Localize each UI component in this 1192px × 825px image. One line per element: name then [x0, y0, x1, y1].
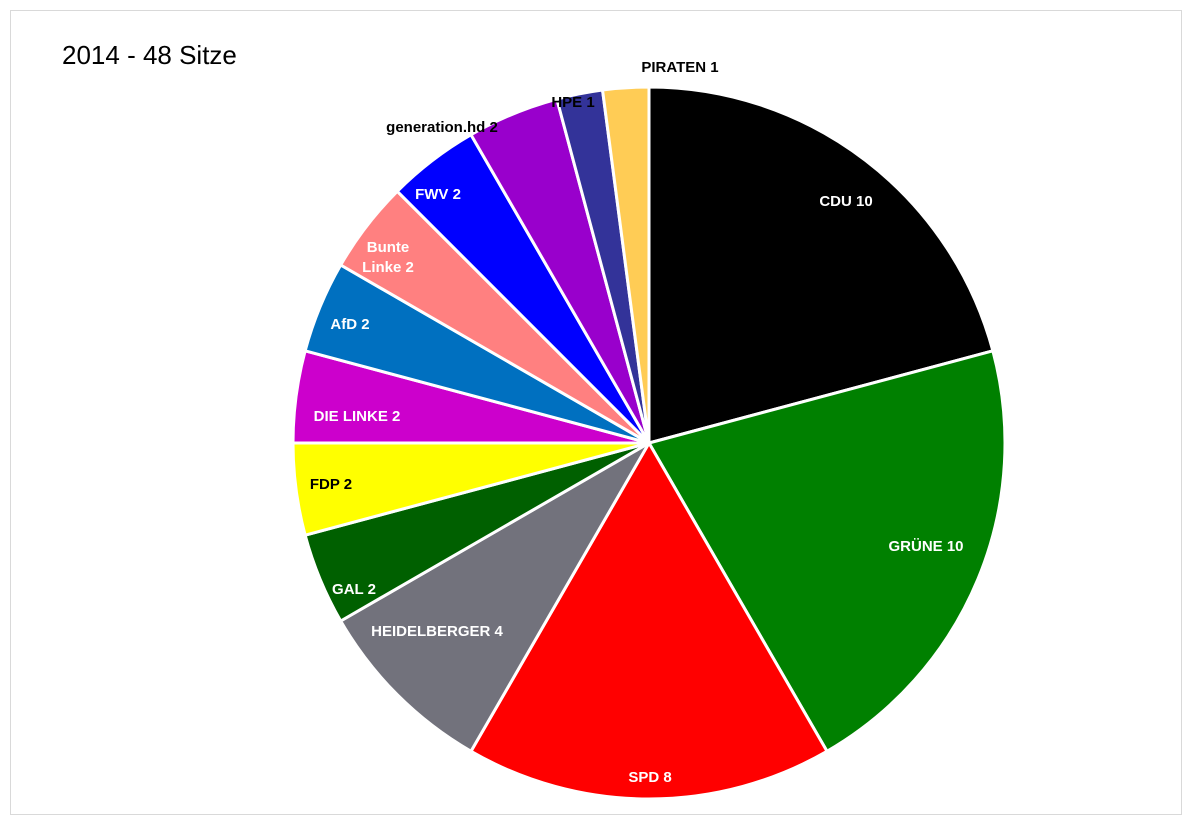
slice-label: Bunte Linke 2: [362, 239, 414, 276]
slice-label: GAL 2: [332, 581, 376, 598]
pie-slice: [339, 441, 651, 753]
slice-label: CDU 10: [819, 193, 872, 210]
slice-label: FDP 2: [310, 476, 352, 493]
pie-slice: [469, 441, 829, 801]
slice-label: AfD 2: [330, 316, 369, 333]
chart-title: 2014 - 48 Sitze: [62, 40, 237, 70]
pie-slice: [647, 349, 1007, 753]
slice-label: DIE LINKE 2: [314, 408, 401, 425]
slice-label: generation.hd 2: [386, 119, 498, 136]
slice-label: FWV 2: [415, 186, 461, 203]
slice-label: PIRATEN 1: [641, 59, 718, 76]
slice-label: HPE 1: [551, 94, 594, 111]
slice-label: SPD 8: [628, 769, 671, 786]
slice-label: HEIDELBERGER 4: [371, 623, 503, 640]
pie-slice: [601, 85, 651, 445]
pie-slice: [647, 85, 995, 445]
slice-label: GRÜNE 10: [888, 538, 963, 555]
